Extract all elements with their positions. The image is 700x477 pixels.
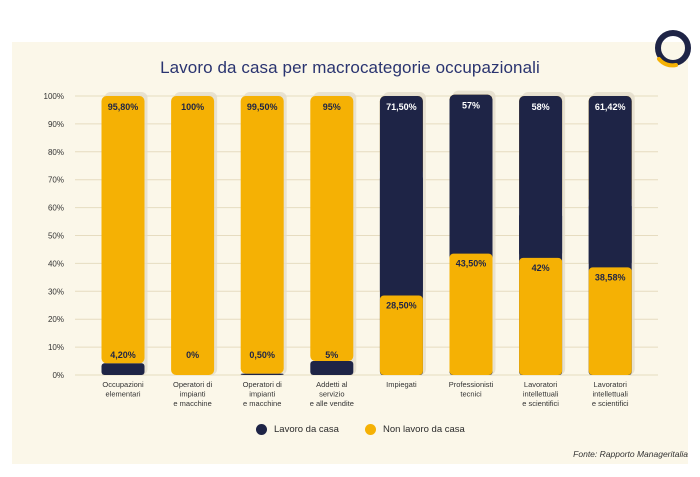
data-label-lavoro: 0,50% xyxy=(249,350,275,360)
x-tick-label: intellettuali xyxy=(592,390,628,399)
data-label-non-lavoro: 43,50% xyxy=(456,259,487,269)
chart-title: Lavoro da casa per macrocategorie occupa… xyxy=(160,58,540,77)
data-label-non-lavoro: 38,58% xyxy=(595,272,626,282)
x-tick-label: Addetti al xyxy=(316,380,348,389)
bar-lavoro xyxy=(101,363,145,375)
x-tick-label: Lavoratori xyxy=(594,380,628,389)
bar-non-lavoro-bottom xyxy=(379,295,423,375)
data-label-lavoro: 61,42% xyxy=(595,102,626,112)
bar-non-lavoro xyxy=(101,96,145,364)
data-label-lavoro: 0% xyxy=(186,350,199,360)
x-tick-label: Operatori di xyxy=(243,380,283,389)
data-label-lavoro: 5% xyxy=(325,350,338,360)
y-tick-label: 100% xyxy=(44,92,64,101)
data-label-non-lavoro: 95,80% xyxy=(108,102,139,112)
x-tick-label: e macchine xyxy=(173,399,211,408)
x-tick-label: e macchine xyxy=(243,399,281,408)
x-tick-label: Occupazioni xyxy=(102,380,144,389)
data-label-non-lavoro: 100% xyxy=(181,102,204,112)
y-tick-label: 60% xyxy=(48,204,64,213)
bar-lavoro-top xyxy=(519,96,563,258)
data-label-non-lavoro: 95% xyxy=(323,102,341,112)
y-tick-label: 40% xyxy=(48,259,64,268)
x-tick-label: Professionisti xyxy=(449,380,494,389)
legend-item-non-lavoro: Non lavoro da casa xyxy=(364,424,465,435)
bar-lavoro xyxy=(310,361,354,375)
source-note: Fonte: Rapporto Manageritalia xyxy=(573,449,688,459)
legend-item-lavoro: Lavoro da casa xyxy=(256,424,339,435)
y-tick-label: 30% xyxy=(48,287,64,296)
y-tick-label: 50% xyxy=(48,232,64,241)
bar-lavoro-top xyxy=(449,94,493,254)
bar-non-lavoro xyxy=(171,96,215,375)
data-label-non-lavoro: 99,50% xyxy=(247,102,278,112)
legend-label-non-lavoro: Non lavoro da casa xyxy=(382,424,465,435)
bar-lavoro-top xyxy=(379,96,423,296)
bar-lavoro xyxy=(240,373,284,375)
x-tick-label: Operatori di xyxy=(173,380,213,389)
bar-non-lavoro xyxy=(310,96,354,362)
legend-swatch-lavoro xyxy=(256,424,267,435)
manageritalia-logo-icon xyxy=(655,30,691,68)
data-label-lavoro: 57% xyxy=(462,101,480,111)
data-label-non-lavoro: 42% xyxy=(532,263,550,273)
y-tick-label: 80% xyxy=(48,148,64,157)
y-tick-label: 10% xyxy=(48,343,64,352)
x-tick-label: tecnici xyxy=(460,390,482,399)
bar-non-lavoro xyxy=(240,96,284,374)
legend-label-lavoro: Lavoro da casa xyxy=(274,424,339,435)
x-tick-label: elementari xyxy=(105,390,140,399)
bar-non-lavoro-bottom xyxy=(519,257,563,375)
title-area: Lavoro da casa per macrocategorie occupa… xyxy=(12,0,688,100)
x-tick-label: intellettuali xyxy=(523,390,559,399)
y-tick-label: 90% xyxy=(48,120,64,129)
data-label-lavoro: 58% xyxy=(532,102,550,112)
bar-non-lavoro-bottom xyxy=(449,253,493,375)
y-tick-label: 20% xyxy=(48,315,64,324)
y-tick-label: 70% xyxy=(48,176,64,185)
x-tick-label: Impiegati xyxy=(386,380,417,389)
data-label-non-lavoro: 28,50% xyxy=(386,300,417,310)
bar-non-lavoro-bottom xyxy=(588,267,632,375)
bar-lavoro-top xyxy=(588,96,632,268)
x-tick-label: servizio xyxy=(319,390,344,399)
legend: Lavoro da casa Non lavoro da casa xyxy=(256,424,465,435)
legend-swatch-non-lavoro xyxy=(364,424,376,435)
data-label-lavoro: 71,50% xyxy=(386,102,417,112)
x-tick-label: impianti xyxy=(180,390,206,399)
x-tick-label: Lavoratori xyxy=(524,380,558,389)
y-tick-label: 0% xyxy=(52,371,64,380)
x-tick-label: e alle vendite xyxy=(310,399,354,408)
x-tick-label: e scientifici xyxy=(592,399,629,408)
data-label-lavoro: 4,20% xyxy=(110,350,136,360)
x-tick-label: impianti xyxy=(249,390,275,399)
x-tick-label: e scientifici xyxy=(522,399,559,408)
